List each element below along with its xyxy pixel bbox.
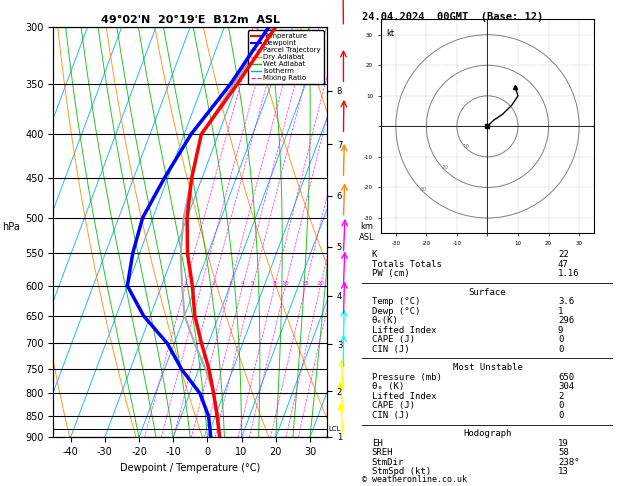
Text: 9: 9 [558, 326, 564, 335]
Text: 0: 0 [558, 401, 564, 410]
Text: 0: 0 [558, 335, 564, 344]
Text: 1.16: 1.16 [558, 269, 579, 278]
Text: 4: 4 [241, 281, 245, 286]
Text: 3: 3 [228, 281, 232, 286]
Text: StmDir: StmDir [372, 458, 404, 467]
Text: CIN (J): CIN (J) [372, 411, 409, 419]
Text: θₑ (K): θₑ (K) [372, 382, 404, 391]
Text: 10: 10 [282, 281, 289, 286]
Text: StmSpd (kt): StmSpd (kt) [372, 467, 431, 476]
Text: 19: 19 [558, 439, 569, 448]
Text: 0: 0 [558, 411, 564, 419]
Y-axis label: hPa: hPa [3, 222, 20, 232]
Text: CIN (J): CIN (J) [372, 345, 409, 353]
Text: 304: 304 [558, 382, 574, 391]
Text: 5: 5 [251, 281, 255, 286]
Text: 650: 650 [558, 373, 574, 382]
Text: 296: 296 [558, 316, 574, 325]
Text: 13: 13 [558, 467, 569, 476]
Text: Temp (°C): Temp (°C) [372, 297, 420, 306]
Text: © weatheronline.co.uk: © weatheronline.co.uk [362, 474, 467, 484]
Text: PW (cm): PW (cm) [372, 269, 409, 278]
Text: 15: 15 [302, 281, 309, 286]
Text: 1: 1 [184, 281, 187, 286]
Text: Most Unstable: Most Unstable [452, 364, 523, 372]
Text: 238°: 238° [558, 458, 579, 467]
Text: 3.6: 3.6 [558, 297, 574, 306]
Text: 8: 8 [273, 281, 277, 286]
Text: LCL: LCL [329, 426, 342, 432]
Text: 47: 47 [558, 260, 569, 269]
Text: Dewp (°C): Dewp (°C) [372, 307, 420, 316]
Text: 20: 20 [441, 165, 448, 170]
Text: Lifted Index: Lifted Index [372, 326, 437, 335]
Text: EH: EH [372, 439, 382, 448]
Text: 20: 20 [316, 281, 325, 286]
Text: CAPE (J): CAPE (J) [372, 335, 415, 344]
Text: 22: 22 [558, 250, 569, 259]
Text: Totals Totals: Totals Totals [372, 260, 442, 269]
Text: 24.04.2024  00GMT  (Base: 12): 24.04.2024 00GMT (Base: 12) [362, 12, 543, 22]
Text: 1: 1 [558, 307, 564, 316]
Text: SREH: SREH [372, 449, 393, 457]
Text: Pressure (mb): Pressure (mb) [372, 373, 442, 382]
Text: Surface: Surface [469, 288, 506, 297]
Text: 58: 58 [558, 449, 569, 457]
Text: 2: 2 [211, 281, 215, 286]
Text: kt: kt [387, 29, 395, 37]
Text: 2: 2 [558, 392, 564, 401]
Text: 30: 30 [420, 187, 427, 191]
Text: Lifted Index: Lifted Index [372, 392, 437, 401]
Text: θₑ(K): θₑ(K) [372, 316, 399, 325]
Text: 0: 0 [558, 345, 564, 353]
Text: K: K [372, 250, 377, 259]
Text: 10: 10 [462, 144, 470, 149]
Text: CAPE (J): CAPE (J) [372, 401, 415, 410]
Y-axis label: km
ASL: km ASL [359, 223, 375, 242]
Text: Hodograph: Hodograph [464, 430, 511, 438]
Legend: Temperature, Dewpoint, Parcel Trajectory, Dry Adiabat, Wet Adiabat, Isotherm, Mi: Temperature, Dewpoint, Parcel Trajectory… [248, 30, 323, 84]
X-axis label: Dewpoint / Temperature (°C): Dewpoint / Temperature (°C) [120, 463, 260, 473]
Title: 49°02'N  20°19'E  B12m  ASL: 49°02'N 20°19'E B12m ASL [101, 15, 280, 25]
